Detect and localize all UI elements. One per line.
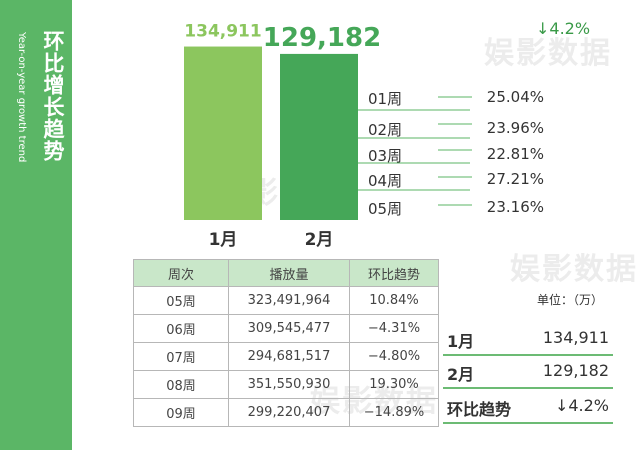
week-value: 23.16% bbox=[486, 198, 544, 216]
week-value: 22.81% bbox=[486, 145, 544, 163]
week-label: 01周 bbox=[368, 90, 403, 108]
week-label: 02周 bbox=[368, 121, 403, 139]
data-label: 134,911 bbox=[184, 22, 261, 42]
week-row: 01周 25.04% bbox=[360, 86, 544, 108]
table-row: 09周 299,220,407 −14.89% bbox=[133, 398, 439, 427]
data-table: 周次 播放量 环比趋势 05周 323,491,964 10.84% 06周 309,5… bbox=[133, 259, 439, 427]
week-row: 05周 23.16% bbox=[360, 196, 544, 218]
side-title: 环比增长趋势 bbox=[41, 30, 65, 162]
summary-row: 1月 134,911 bbox=[443, 322, 613, 356]
table-row: 06周 309,545,477 −4.31% bbox=[133, 314, 439, 343]
table-cell: 351,550,930 bbox=[228, 370, 350, 399]
side-panel: 环比增长趋势 Year-on-year growth trend bbox=[0, 0, 72, 450]
col-header-trend: 环比趋势 bbox=[349, 259, 439, 287]
table-row: 08周 351,550,930 19.30% bbox=[133, 370, 439, 399]
watermark: 娱影数据 bbox=[484, 36, 612, 71]
x-tick-label: 2月 bbox=[305, 230, 334, 250]
table-cell: −4.31% bbox=[349, 314, 439, 343]
change-indicator: ↓4.2% bbox=[536, 19, 591, 38]
col-header-week: 周次 bbox=[133, 259, 229, 287]
table-cell: 09周 bbox=[133, 398, 229, 427]
summary-key: 环比趋势 bbox=[447, 400, 512, 419]
week-value: 25.04% bbox=[486, 88, 544, 106]
unit-label: 单位：（万） bbox=[537, 293, 604, 307]
watermark: 娱影数据 bbox=[510, 252, 638, 287]
data-label: 129,182 bbox=[263, 23, 381, 53]
summary-value: 129,182 bbox=[542, 361, 609, 380]
week-label: 05周 bbox=[368, 200, 403, 218]
summary-value: 134,911 bbox=[542, 328, 609, 347]
table-cell: 07周 bbox=[133, 342, 229, 371]
table-cell: −4.80% bbox=[349, 342, 439, 371]
bar bbox=[184, 46, 262, 220]
table-cell: 299,220,407 bbox=[228, 398, 350, 427]
table-row: 05周 323,491,964 10.84% bbox=[133, 286, 439, 315]
week-label: 04周 bbox=[368, 172, 403, 190]
week-value: 27.21% bbox=[486, 170, 544, 188]
week-row: 02周 23.96% bbox=[360, 117, 544, 139]
week-row: 03周 22.81% bbox=[360, 143, 544, 165]
table-cell: 19.30% bbox=[349, 370, 439, 399]
x-tick-label: 1月 bbox=[209, 230, 238, 250]
week-label: 03周 bbox=[368, 147, 403, 165]
table-cell: 06周 bbox=[133, 314, 229, 343]
summary-value: ↓4.2% bbox=[554, 396, 609, 415]
summary-row: 2月 129,182 bbox=[443, 355, 613, 389]
table-cell: 323,491,964 bbox=[228, 286, 350, 315]
side-subtitle: Year-on-year growth trend bbox=[16, 32, 27, 163]
week-row: 04周 27.21% bbox=[360, 168, 544, 190]
table-cell: 05周 bbox=[133, 286, 229, 315]
table-cell: 309,545,477 bbox=[228, 314, 350, 343]
week-value: 23.96% bbox=[486, 119, 544, 137]
table-cell: 294,681,517 bbox=[228, 342, 350, 371]
table-cell: −14.89% bbox=[349, 398, 439, 427]
summary-key: 1月 bbox=[447, 332, 475, 351]
summary-key: 2月 bbox=[447, 365, 475, 384]
table-cell: 08周 bbox=[133, 370, 229, 399]
col-header-plays: 播放量 bbox=[228, 259, 350, 287]
summary-row: 环比趋势 ↓4.2% bbox=[443, 390, 613, 424]
table-row: 07周 294,681,517 −4.80% bbox=[133, 342, 439, 371]
bar bbox=[280, 53, 358, 220]
table-cell: 10.84% bbox=[349, 286, 439, 315]
